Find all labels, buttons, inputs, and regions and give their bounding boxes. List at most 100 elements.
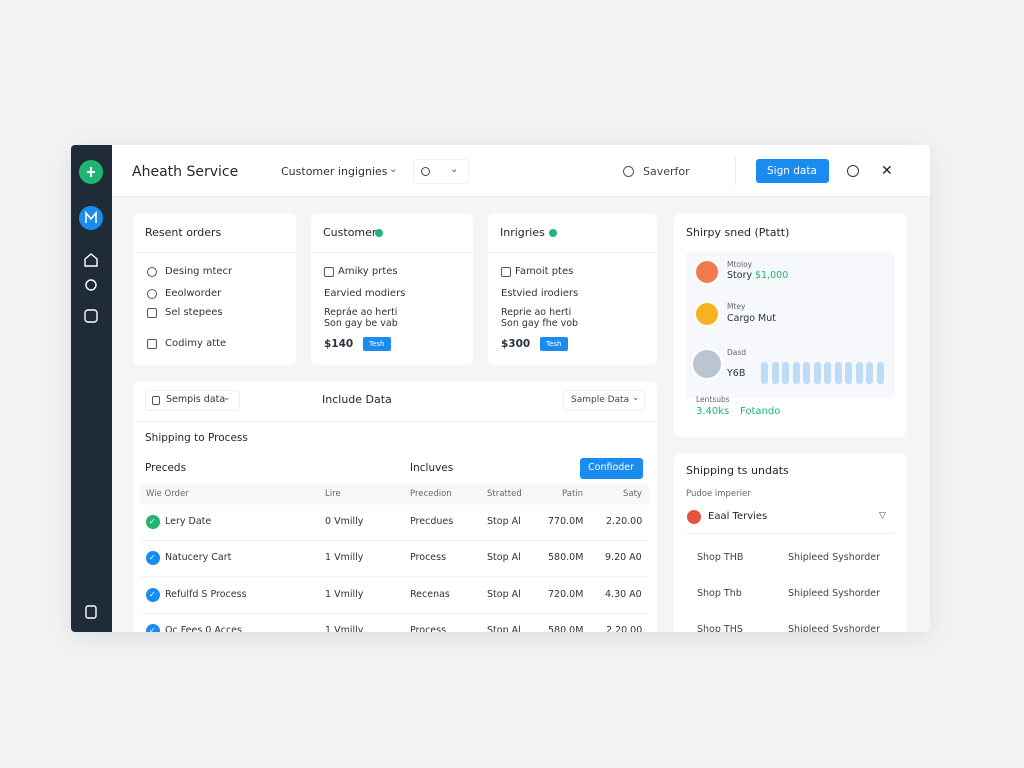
sample-box[interactable] (563, 390, 645, 411)
avatar (694, 259, 720, 285)
table-cell: 1 Vmilly (325, 552, 364, 563)
update-cell: Shop THS (697, 624, 743, 632)
column-header: Patin (562, 489, 584, 499)
status-dot (375, 229, 383, 237)
table-cell: 9.20 A0 (605, 552, 642, 563)
card-title: Shirpy sned (Ptatt) (686, 226, 790, 239)
table-cell: Stop Al (487, 625, 521, 632)
badge[interactable] (540, 337, 568, 351)
order-item: Eeolworder (165, 288, 222, 299)
search-icon (421, 167, 430, 176)
person-value: Story (727, 270, 753, 281)
table-header (140, 484, 649, 505)
table-cell: 2.20.00 (606, 516, 643, 527)
clock-icon[interactable] (847, 165, 859, 177)
person-amount: $1,000 (755, 270, 789, 281)
card-note: Son gay be vab (324, 318, 398, 329)
table-cell: 580.0M (548, 625, 584, 632)
icon (501, 267, 511, 277)
status-check: ✓ (149, 517, 156, 526)
table-cell: Stop Al (487, 589, 521, 600)
column-header: Precedion (410, 489, 452, 499)
update-cell: Shop Thb (697, 588, 742, 599)
sample-label: Sample Data (571, 395, 630, 405)
column-header: Lire (325, 489, 341, 499)
search-field[interactable]: Saverfor (643, 165, 690, 178)
table-cell: 0 Vmilly (325, 516, 364, 527)
field-label: Pudoe imperier (686, 489, 751, 499)
avatar (694, 301, 720, 327)
sign-button-label: Sign data (767, 165, 817, 177)
app-window: Aheath Service Customer ingignies ⌄ ⌄ Saverf… (71, 145, 930, 632)
update-cell: Shipleed Syshorder (788, 624, 881, 632)
sign-button[interactable] (756, 159, 829, 183)
person-label: Mtey (727, 302, 746, 311)
search-group[interactable] (413, 159, 469, 184)
status-check: ✓ (149, 626, 156, 632)
lock-icon (152, 396, 160, 405)
footer-label: Lentsubs (696, 395, 730, 404)
icon (147, 267, 157, 277)
close-icon[interactable]: ✕ (881, 163, 893, 179)
card-divider (311, 252, 473, 253)
update-cell: Shop THB (697, 552, 744, 563)
card-title: Inrigries (500, 226, 545, 239)
table-cell: Oc Fees 0 Acces (165, 625, 242, 632)
panel-heading: Include Data (322, 393, 392, 406)
bar-decor (782, 362, 789, 384)
card-price: $300 (501, 338, 531, 350)
table-cell: Recenas (410, 589, 450, 600)
section-title: Shipping to Process (145, 432, 248, 444)
bar-decor (834, 362, 842, 384)
table-cell: Precdues (410, 516, 454, 527)
table-cell: Stop Al (487, 552, 521, 563)
footer-link[interactable]: Fotando (740, 406, 781, 417)
select-divider (686, 533, 895, 534)
confirm-button[interactable] (580, 458, 643, 479)
customer-dropdown[interactable]: Customer ingignies (281, 165, 388, 178)
card-item: Famoit ptes (515, 266, 574, 277)
bar-decor (855, 362, 863, 384)
badge[interactable] (363, 337, 391, 351)
table-cell: Refulfd S Process (165, 589, 247, 600)
order-item: Codimy atte (165, 338, 227, 349)
chevron: ⌄ (223, 393, 231, 403)
sidebar (71, 145, 112, 632)
table-cell: Lery Date (165, 516, 212, 527)
table-cell: Process (410, 552, 447, 563)
card-price: $140 (324, 338, 354, 350)
divider (735, 157, 736, 185)
card-note: Repráe ao herti (324, 307, 398, 318)
bar-decor (771, 362, 779, 384)
select-field[interactable]: Eaal Tervies (708, 511, 768, 522)
card-item: Amiky prtes (338, 266, 398, 277)
person-label: Dasd (727, 348, 747, 357)
filter-box[interactable] (145, 390, 240, 411)
card-note: Reprie ao herti (501, 307, 572, 318)
card (311, 214, 473, 365)
icon (147, 289, 157, 299)
column-header: Wie Order (146, 489, 189, 499)
person-value: Y6B (727, 368, 746, 379)
sub-heading: Preceds (145, 462, 187, 474)
row-divider (140, 540, 649, 541)
card-item: Earvied modiers (324, 288, 406, 299)
badge-label: Tesh (546, 340, 562, 348)
bar-decor (761, 362, 768, 384)
bar-decor (792, 362, 800, 384)
bar-decor (803, 362, 810, 384)
confirm-label: Confioder (588, 462, 635, 473)
card (133, 214, 296, 365)
card-item: Estvied irodiers (501, 288, 579, 299)
table-cell: 720.0M (548, 589, 584, 600)
icon (147, 308, 157, 318)
select-chevron: ▽ (879, 511, 886, 521)
table-cell: 2.20.00 (606, 625, 643, 632)
bar-decor (876, 362, 884, 384)
status-icon (146, 624, 160, 632)
person-value: Cargo Mut (727, 313, 776, 324)
card (488, 214, 657, 365)
chevron: ⌄ (450, 164, 459, 175)
select-icon (687, 510, 701, 524)
icon (147, 339, 157, 349)
